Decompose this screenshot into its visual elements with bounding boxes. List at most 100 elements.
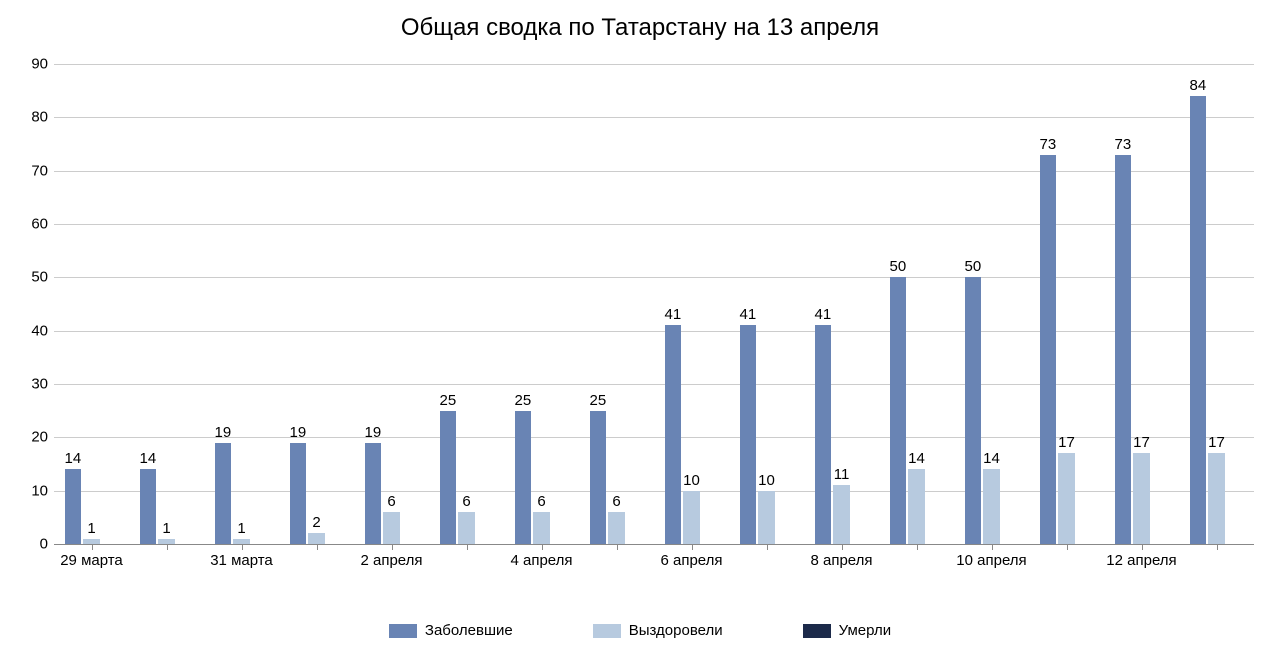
x-tick-mark [767, 544, 768, 550]
bar [383, 512, 400, 544]
bar [833, 485, 850, 544]
bar-value-label: 10 [758, 472, 775, 489]
bar [590, 411, 607, 544]
x-tick-mark [242, 544, 243, 550]
bar-value-label: 73 [1039, 136, 1056, 153]
bar [440, 411, 457, 544]
bar [365, 443, 382, 544]
bar [158, 539, 175, 544]
x-tick-mark [467, 544, 468, 550]
x-tick-mark [542, 544, 543, 550]
bar-value-label: 19 [214, 424, 231, 441]
x-tick-mark [1067, 544, 1068, 550]
bar [758, 491, 775, 544]
bar-value-label: 17 [1058, 434, 1075, 451]
x-tick-label: 29 марта [60, 552, 123, 569]
x-tick-mark [842, 544, 843, 550]
bar-value-label: 19 [364, 424, 381, 441]
bar-value-label: 11 [834, 466, 850, 483]
x-tick-mark [992, 544, 993, 550]
y-tick-label: 0 [40, 536, 48, 553]
bar [665, 325, 682, 544]
legend-swatch [389, 624, 417, 638]
legend-label: Умерли [839, 622, 891, 639]
bar [290, 443, 307, 544]
gridline [54, 224, 1254, 225]
x-tick-label: 8 апреля [810, 552, 872, 569]
bar-value-label: 17 [1133, 434, 1150, 451]
x-tick-label: 10 апреля [956, 552, 1026, 569]
legend-swatch [803, 624, 831, 638]
bar [308, 533, 325, 544]
x-tick-label: 4 апреля [510, 552, 572, 569]
bar-value-label: 14 [64, 450, 81, 467]
bar-value-label: 1 [87, 520, 95, 537]
bar [1208, 453, 1225, 544]
legend-label: Выздоровели [629, 622, 723, 639]
bar-value-label: 1 [162, 520, 170, 537]
bar-value-label: 41 [739, 306, 756, 323]
legend-swatch [593, 624, 621, 638]
bar [515, 411, 532, 544]
gridline [54, 277, 1254, 278]
x-tick-mark [1217, 544, 1218, 550]
x-tick-mark [167, 544, 168, 550]
x-tick-label: 6 апреля [660, 552, 722, 569]
bar [965, 277, 982, 544]
bar [908, 469, 925, 544]
x-tick-mark [392, 544, 393, 550]
bar-value-label: 6 [537, 493, 545, 510]
legend: Заболевшие Выздоровели Умерли [0, 622, 1280, 643]
legend-item: Заболевшие [389, 622, 513, 639]
bar [890, 277, 907, 544]
x-tick-mark [692, 544, 693, 550]
bar [1133, 453, 1150, 544]
x-tick-mark [92, 544, 93, 550]
bar-value-label: 25 [589, 392, 606, 409]
gridline [54, 384, 1254, 385]
x-tick-label: 31 марта [210, 552, 273, 569]
gridline [54, 331, 1254, 332]
bar [233, 539, 250, 544]
x-tick-mark [917, 544, 918, 550]
chart-container: Общая сводка по Татарстану на 13 апреля … [0, 0, 1280, 664]
bar-value-label: 73 [1114, 136, 1131, 153]
bar [815, 325, 832, 544]
bar [983, 469, 1000, 544]
bar [1040, 155, 1057, 544]
bar-value-label: 10 [683, 472, 700, 489]
bar [683, 491, 700, 544]
gridline [54, 544, 1254, 545]
y-tick-label: 60 [31, 216, 48, 233]
bar-value-label: 50 [964, 258, 981, 275]
y-tick-label: 70 [31, 162, 48, 179]
y-tick-label: 50 [31, 269, 48, 286]
bar [458, 512, 475, 544]
bar-value-label: 41 [664, 306, 681, 323]
bar-value-label: 14 [139, 450, 156, 467]
bar-value-label: 25 [439, 392, 456, 409]
bar-value-label: 14 [908, 450, 925, 467]
y-tick-label: 80 [31, 109, 48, 126]
y-tick-label: 10 [31, 482, 48, 499]
x-tick-mark [317, 544, 318, 550]
bar [65, 469, 82, 544]
bar [740, 325, 757, 544]
gridline [54, 64, 1254, 65]
bar-value-label: 6 [612, 493, 620, 510]
bar [533, 512, 550, 544]
legend-item: Выздоровели [593, 622, 723, 639]
gridline [54, 117, 1254, 118]
bar [1115, 155, 1132, 544]
x-tick-mark [617, 544, 618, 550]
bar-value-label: 14 [983, 450, 1000, 467]
bar-value-label: 17 [1208, 434, 1225, 451]
bar-value-label: 50 [889, 258, 906, 275]
bar-value-label: 41 [814, 306, 831, 323]
plot-area: 29 марта14114131 марта1911922 апреля1962… [54, 64, 1254, 544]
bar-value-label: 6 [462, 493, 470, 510]
bar [1190, 96, 1207, 544]
bar [83, 539, 100, 544]
bar-value-label: 1 [237, 520, 245, 537]
bar-value-label: 84 [1189, 77, 1206, 94]
